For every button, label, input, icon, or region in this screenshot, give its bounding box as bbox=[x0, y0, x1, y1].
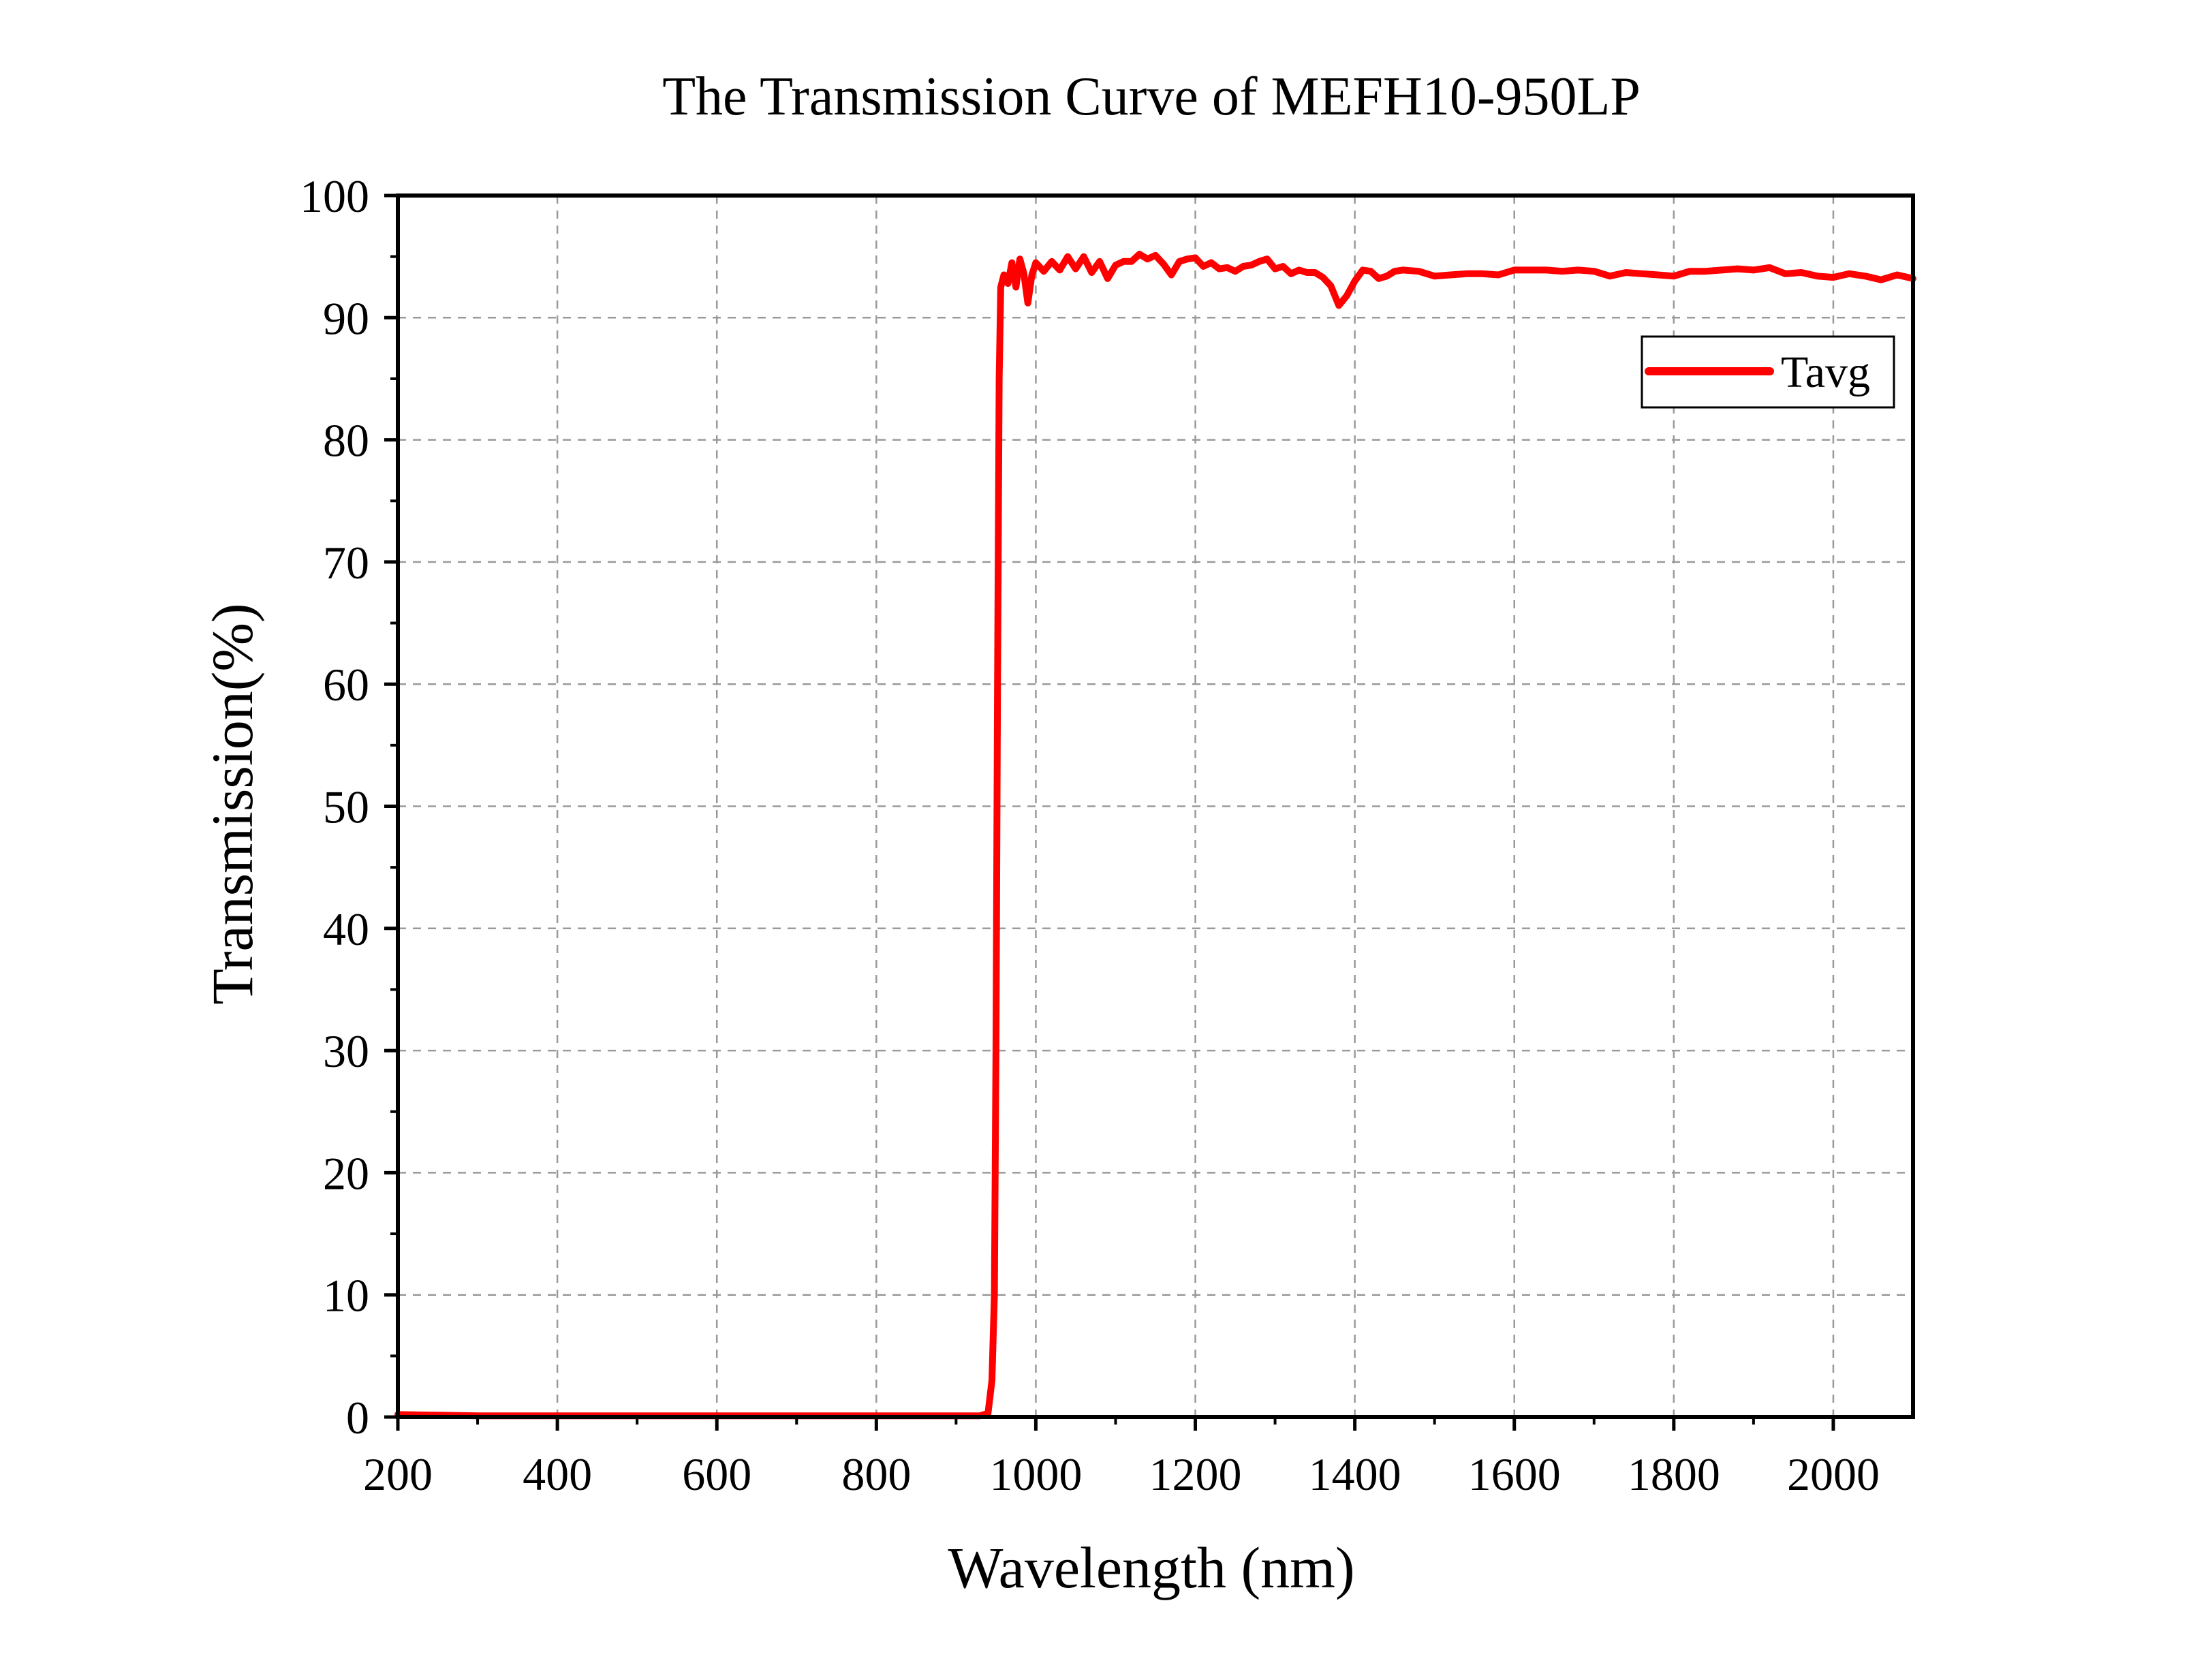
grid-lines bbox=[398, 196, 1913, 1417]
y-tick-labels: 0 10 20 30 40 50 60 70 80 90 100 bbox=[300, 170, 369, 1444]
y-tick-label: 30 bbox=[323, 1025, 369, 1077]
y-tick-label: 20 bbox=[323, 1147, 369, 1199]
legend-label-tavg: Tavg bbox=[1781, 347, 1870, 397]
y-tick-label: 10 bbox=[323, 1270, 369, 1322]
x-tick-label: 800 bbox=[841, 1448, 911, 1500]
x-tick-label: 1800 bbox=[1628, 1448, 1720, 1500]
x-tick-label: 200 bbox=[363, 1448, 433, 1500]
y-tick-label: 50 bbox=[323, 781, 369, 833]
chart-title: The Transmission Curve of MEFH10-950LP bbox=[662, 67, 1641, 127]
y-tick-label: 100 bbox=[300, 170, 369, 222]
y-tick-label: 0 bbox=[346, 1392, 369, 1444]
x-tick-label: 1400 bbox=[1309, 1448, 1401, 1500]
x-tick-label: 400 bbox=[523, 1448, 592, 1500]
plot-area bbox=[394, 251, 1916, 1420]
y-tick-label: 40 bbox=[323, 903, 369, 955]
x-tick-labels: 200 400 600 800 1000 1200 1400 1600 1800 2000 bbox=[363, 1448, 1880, 1500]
series-line-tavg bbox=[394, 251, 1916, 1420]
y-axis-label: Transmission(%) bbox=[200, 603, 265, 1004]
x-tick-label: 1200 bbox=[1149, 1448, 1242, 1500]
y-tick-label: 80 bbox=[323, 415, 369, 467]
x-tick-label: 2000 bbox=[1787, 1448, 1880, 1500]
axis-ticks bbox=[384, 193, 1835, 1431]
y-tick-label: 70 bbox=[323, 537, 369, 589]
y-tick-label: 60 bbox=[323, 659, 369, 711]
legend: Tavg bbox=[1641, 335, 1895, 409]
y-tick-label: 90 bbox=[323, 292, 369, 344]
x-tick-label: 1600 bbox=[1468, 1448, 1561, 1500]
x-tick-label: 1000 bbox=[989, 1448, 1082, 1500]
x-axis-label: Wavelength (nm) bbox=[948, 1535, 1354, 1600]
x-tick-label: 600 bbox=[682, 1448, 751, 1500]
